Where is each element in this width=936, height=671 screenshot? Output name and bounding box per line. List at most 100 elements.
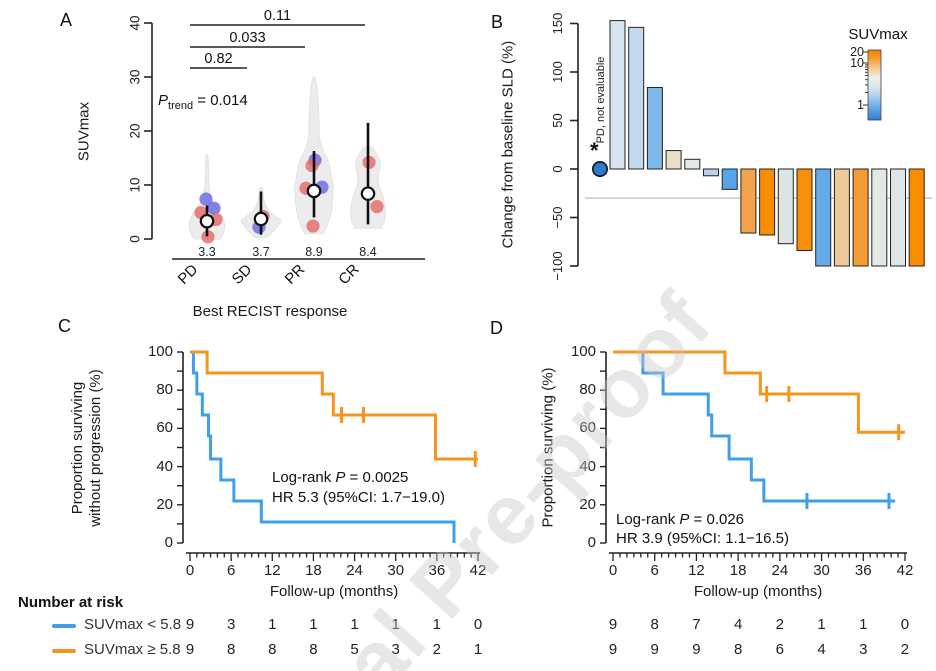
waterfall-bar-6 <box>703 168 719 177</box>
panel-d-x-tick-label: 12 <box>688 562 705 579</box>
panel-d-x-tick-label: 18 <box>729 562 747 579</box>
waterfall-bar-3 <box>646 87 663 170</box>
panel-c-y-tick-label: 60 <box>156 419 173 437</box>
panel-d-y-tick-label: 20 <box>579 495 596 513</box>
panel-d-logrank: Log-rank P = 0.026 <box>616 511 744 528</box>
risk-count-left: 2 <box>432 641 442 658</box>
p-trend-value: = 0.014 <box>193 92 248 109</box>
risk-count-left: 1 <box>268 616 277 633</box>
risk-count-left: 9 <box>185 641 195 658</box>
colorbar-title: SUVmax <box>848 26 908 43</box>
waterfall-bar-8 <box>740 168 757 234</box>
waterfall-bar-12 <box>815 168 832 267</box>
risk-count-right: 8 <box>650 616 659 633</box>
median-label-PR: 8.9 <box>305 245 323 259</box>
panel-d-x-tick-label: 24 <box>771 562 789 579</box>
not-evaluable-asterisk: * <box>590 138 599 163</box>
panel-a-x-axis-title: Best RECIST response <box>192 303 348 320</box>
risk-count-left: 8 <box>309 641 318 658</box>
risk-count-right: 9 <box>608 641 618 658</box>
risk-count-right: 6 <box>775 641 785 658</box>
waterfall-bar-1 <box>609 20 626 170</box>
waterfall-bar-5 <box>684 158 701 170</box>
km-curve-suvmax-low <box>613 350 896 503</box>
panel-c-y-title-line1: Proportion surviving <box>69 381 86 515</box>
suv-data-point-blue <box>199 192 213 206</box>
panel-d-y-tick-label: 100 <box>570 343 596 360</box>
risk-count-left: 8 <box>226 641 236 658</box>
suv-data-point-red <box>306 219 320 233</box>
panel-b-y-axis-title: Change from baseline SLD (%) <box>499 40 517 249</box>
panel-c-logrank: Log-rank P = 0.0025 <box>272 469 408 486</box>
panel-c-y-tick-label: 0 <box>164 534 173 551</box>
risk-count-left: 9 <box>185 616 195 633</box>
not-evaluable-label: PD, not evaluable <box>595 56 607 144</box>
colorbar-tick-20: 20 <box>850 45 864 59</box>
panel-b-y-tick-label: −100 <box>550 251 565 280</box>
panel-c-y-tick-label: 20 <box>156 495 173 513</box>
waterfall-bar-15 <box>871 168 888 267</box>
panel-a-y-tick-label: 40 <box>128 15 143 30</box>
risk-count-right: 8 <box>733 641 743 658</box>
panel-c-x-tick-label: 36 <box>428 562 446 579</box>
suv-data-point-blue <box>207 201 221 215</box>
median-marker <box>253 211 269 227</box>
panel-c-x-axis-title: Follow-up (months) <box>269 583 399 600</box>
legend-line-suvmax-low <box>52 624 76 628</box>
risk-count-right: 9 <box>608 616 618 633</box>
waterfall-bar-10 <box>777 168 794 245</box>
panel-c-hazard-ratio: HR 5.3 (95%CI: 1.7−19.0) <box>272 489 446 506</box>
risk-count-right: 2 <box>775 616 785 633</box>
panel-c-x-tick-label: 42 <box>469 562 487 579</box>
panel-a-y-tick-label: 20 <box>128 123 143 138</box>
waterfall-bar-17 <box>908 168 925 267</box>
panel-c-y-tick-label: 100 <box>147 343 173 360</box>
panel-d-x-tick-label: 0 <box>608 562 618 579</box>
panel-a-y-tick-label: 30 <box>128 69 143 84</box>
risk-count-right: 2 <box>900 641 910 658</box>
panel-d-y-axis-title: Proportion surviving (%) <box>539 367 557 528</box>
waterfall-bar-14 <box>852 168 869 267</box>
risk-count-right: 1 <box>817 616 826 633</box>
logrank-prefix: Log-rank <box>272 469 336 486</box>
panel-c-y-title-line2: without progression (%) <box>87 369 104 527</box>
risk-count-right: 0 <box>900 616 910 633</box>
panel-b-y-tick-label: 150 <box>550 13 565 35</box>
panel-d-y-tick-label: 60 <box>579 419 596 437</box>
legend-label-suvmax-low: SUVmax < 5.8 <box>84 616 182 633</box>
waterfall-bar-13 <box>833 168 850 267</box>
p-trend-subscript: trend <box>168 100 194 112</box>
panel-b-y-tick-label: 0 <box>550 165 565 172</box>
panel-b-y-tick-label: 100 <box>550 61 565 83</box>
panel-a-y-axis-title: SUVmax <box>75 101 93 162</box>
waterfall-bar-11 <box>796 168 813 251</box>
panel-d-hazard-ratio: HR 3.9 (95%CI: 1.1−16.5) <box>616 530 790 547</box>
colorbar-tick-10: 10 <box>850 56 864 70</box>
comparison-p-value: 0.033 <box>229 30 265 46</box>
suv-data-point-red <box>370 200 384 214</box>
comparison-p-value: 0.11 <box>264 8 291 24</box>
risk-count-right: 4 <box>733 616 743 633</box>
km-curve-suvmax-low <box>190 350 456 543</box>
suv-data-point-red <box>201 230 215 244</box>
waterfall-bar-4 <box>665 150 682 170</box>
risk-count-right: 4 <box>817 641 826 658</box>
panel-d-y-tick-label: 80 <box>579 381 596 399</box>
panel-a-letter: A <box>60 10 73 30</box>
panel-c-x-tick-label: 24 <box>346 562 363 579</box>
panel-d-y-tick-label: 0 <box>587 534 596 551</box>
risk-count-left: 0 <box>473 616 483 633</box>
km-curve-suvmax-high <box>190 350 478 461</box>
p-trend-annotation: Ptrend = 0.014 <box>158 92 248 112</box>
panel-a-y-tick-label: 0 <box>128 235 143 243</box>
waterfall-bar-2 <box>628 26 645 170</box>
logrank-prefix: Log-rank <box>616 511 680 528</box>
waterfall-bar-16 <box>890 168 906 267</box>
median-marker <box>199 213 215 229</box>
panel-c-x-tick-label: 6 <box>226 562 236 579</box>
risk-count-left: 1 <box>391 616 400 633</box>
panel-c-letter: C <box>58 316 71 336</box>
median-label-CR: 8.4 <box>359 245 377 259</box>
panel-c-x-tick-label: 0 <box>185 562 195 579</box>
